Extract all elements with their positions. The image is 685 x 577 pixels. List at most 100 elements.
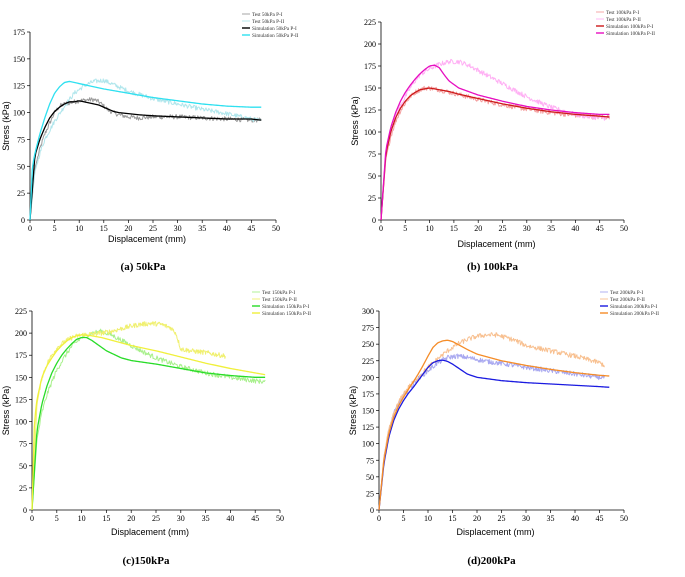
x-tick-label: 10 bbox=[75, 224, 83, 233]
x-tick-label: 45 bbox=[247, 224, 255, 233]
x-tick-label: 5 bbox=[402, 514, 406, 523]
y-tick-label: 25 bbox=[19, 484, 27, 493]
x-tick-label: 50 bbox=[620, 514, 628, 523]
series-line-simulation-50kpa-p-i bbox=[29, 100, 262, 221]
y-tick-label: 175 bbox=[364, 62, 376, 71]
x-tick-label: 5 bbox=[53, 224, 57, 233]
series-line-simulation-200kpa-p-i bbox=[378, 359, 610, 511]
chart-panel-1: 0 5 10 15 20 25 30 35 40 45 50 0 25 50 75 100 125 150 175 D… bbox=[1, 12, 299, 273]
series-line-simulation-50kpa-p-ii bbox=[29, 80, 262, 221]
y-tick-label: 0 bbox=[21, 216, 25, 225]
y-tick-label: 175 bbox=[362, 390, 374, 399]
x-axis-label: Displacement (mm) bbox=[457, 239, 535, 249]
x-tick-label: 10 bbox=[78, 514, 86, 523]
x-tick-label: 30 bbox=[174, 224, 182, 233]
y-axis-label: Stress (kPa) bbox=[350, 96, 360, 146]
x-tick-label: 30 bbox=[522, 514, 530, 523]
legend-entry: Simulation 150kPa P-I bbox=[262, 304, 310, 310]
x-tick-label: 15 bbox=[450, 224, 458, 233]
y-axis-label: Stress (kPa) bbox=[1, 101, 11, 151]
x-tick-label: 25 bbox=[152, 514, 160, 523]
legend-entry: Simulation 200kPa P-II bbox=[610, 311, 659, 317]
x-tick-label: 5 bbox=[55, 514, 59, 523]
x-tick-label: 25 bbox=[498, 514, 506, 523]
x-tick-label: 40 bbox=[223, 224, 231, 233]
series-line-simulation-100kpa-p-ii bbox=[380, 64, 610, 221]
panel-caption: (d)200kPa bbox=[467, 555, 516, 567]
x-tick-label: 45 bbox=[596, 514, 604, 523]
x-tick-label: 40 bbox=[571, 224, 579, 233]
chart-panel-3: 0 5 10 15 20 25 30 35 40 45 50 0 25 50 75 100 125 150 175 2… bbox=[1, 290, 311, 567]
y-tick-label: 225 bbox=[15, 307, 27, 316]
x-tick-label: 35 bbox=[547, 224, 555, 233]
series-line-test-100kpa-p-ii bbox=[380, 58, 610, 221]
series-line-test-150kpa-p-i bbox=[31, 328, 266, 511]
legend-entry: Test 150kPa P-I bbox=[262, 290, 295, 296]
series-line-simulation-150kpa-p-ii bbox=[31, 334, 266, 511]
y-axis-label: Stress (kPa) bbox=[348, 386, 358, 436]
x-tick-label: 0 bbox=[379, 224, 383, 233]
x-tick-label: 0 bbox=[377, 514, 381, 523]
series-line-test-200kpa-p-i bbox=[378, 353, 605, 511]
legend-entry: Simulation 50kPa P-II bbox=[252, 33, 299, 39]
x-tick-label: 40 bbox=[226, 514, 234, 523]
x-tick-label: 20 bbox=[473, 514, 481, 523]
series-line-test-200kpa-p-ii bbox=[378, 332, 605, 511]
y-axis-label: Stress (kPa) bbox=[1, 386, 11, 436]
legend-entry: Simulation 150kPa P-II bbox=[262, 311, 311, 317]
x-tick-label: 25 bbox=[499, 224, 507, 233]
chart-panel-4: 0 5 10 15 20 25 30 35 40 45 50 0 25 50 75 100 125 150 175 2… bbox=[348, 290, 659, 567]
y-tick-label: 150 bbox=[13, 55, 25, 64]
y-tick-label: 50 bbox=[368, 172, 376, 181]
x-tick-label: 40 bbox=[571, 514, 579, 523]
y-tick-label: 150 bbox=[15, 373, 27, 382]
x-axis-label: Displacement (mm) bbox=[108, 234, 186, 244]
x-axis-label: Displacement (mm) bbox=[456, 527, 534, 537]
y-tick-label: 75 bbox=[366, 456, 374, 465]
y-tick-label: 300 bbox=[362, 307, 374, 316]
legend-entry: Simulation 50kPa P-I bbox=[252, 26, 297, 32]
x-tick-label: 10 bbox=[426, 224, 434, 233]
y-tick-label: 75 bbox=[17, 135, 25, 144]
x-tick-label: 20 bbox=[127, 514, 135, 523]
x-tick-label: 35 bbox=[547, 514, 555, 523]
y-tick-label: 0 bbox=[370, 506, 374, 515]
legend-entry: Test 50kPa P-I bbox=[252, 12, 283, 18]
x-tick-label: 45 bbox=[596, 224, 604, 233]
x-tick-label: 0 bbox=[30, 514, 34, 523]
y-tick-label: 100 bbox=[362, 440, 374, 449]
x-tick-label: 30 bbox=[177, 514, 185, 523]
series-line-test-100kpa-p-i bbox=[380, 85, 610, 221]
legend-entry: Simulation 200kPa P-I bbox=[610, 304, 658, 310]
y-tick-label: 100 bbox=[13, 109, 25, 118]
x-tick-label: 50 bbox=[272, 224, 280, 233]
legend-entry: Test 100kPa P-I bbox=[606, 10, 639, 16]
x-tick-label: 20 bbox=[474, 224, 482, 233]
legend-entry: Test 100kPa P-II bbox=[606, 17, 641, 23]
y-tick-label: 200 bbox=[362, 373, 374, 382]
y-tick-label: 0 bbox=[23, 506, 27, 515]
y-tick-label: 175 bbox=[15, 351, 27, 360]
series-line-simulation-200kpa-p-ii bbox=[378, 339, 610, 511]
legend-entry: Simulation 100kPa P-II bbox=[606, 31, 655, 37]
x-tick-label: 0 bbox=[28, 224, 32, 233]
x-tick-label: 45 bbox=[251, 514, 259, 523]
x-tick-label: 10 bbox=[424, 514, 432, 523]
series-line-test-150kpa-p-ii bbox=[31, 321, 226, 511]
y-tick-label: 50 bbox=[17, 162, 25, 171]
y-tick-label: 25 bbox=[366, 489, 374, 498]
y-tick-label: 225 bbox=[364, 18, 376, 27]
y-tick-label: 200 bbox=[364, 40, 376, 49]
y-tick-label: 100 bbox=[15, 418, 27, 427]
y-tick-label: 175 bbox=[13, 28, 25, 37]
panel-caption: (a) 50kPa bbox=[121, 261, 166, 273]
legend-entry: Simulation 100kPa P-I bbox=[606, 24, 654, 30]
y-tick-label: 50 bbox=[366, 473, 374, 482]
legend-entry: Test 200kPa P-I bbox=[610, 290, 643, 296]
x-tick-label: 15 bbox=[100, 224, 108, 233]
y-tick-label: 75 bbox=[19, 440, 27, 449]
y-tick-label: 50 bbox=[19, 462, 27, 471]
